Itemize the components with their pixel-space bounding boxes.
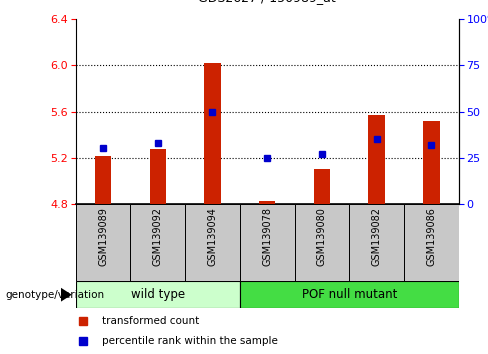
Bar [404,204,459,281]
Bar [185,204,240,281]
Text: GDS2627 / 150989_at: GDS2627 / 150989_at [198,0,336,4]
Bar [423,121,440,204]
Text: percentile rank within the sample: percentile rank within the sample [102,336,278,346]
Bar [130,204,185,281]
Text: GSM139089: GSM139089 [98,207,108,266]
Text: transformed count: transformed count [102,316,200,326]
Text: POF null mutant: POF null mutant [302,288,397,301]
Bar [349,204,404,281]
Bar [368,115,385,204]
Text: genotype/variation: genotype/variation [5,290,104,300]
Text: GSM139078: GSM139078 [262,207,272,267]
Bar [240,204,295,281]
Bar [76,204,130,281]
Bar [259,201,275,204]
Text: GSM139094: GSM139094 [207,207,218,266]
Bar [240,281,459,308]
Bar [295,204,349,281]
Polygon shape [61,288,72,302]
Bar [149,149,166,204]
Text: GSM139080: GSM139080 [317,207,327,266]
Text: GSM139086: GSM139086 [427,207,436,266]
Text: wild type: wild type [131,288,185,301]
Bar [204,63,221,204]
Bar [76,281,240,308]
Bar [314,169,330,204]
Text: GSM139082: GSM139082 [372,207,382,267]
Bar [95,156,111,204]
Text: GSM139092: GSM139092 [153,207,163,267]
